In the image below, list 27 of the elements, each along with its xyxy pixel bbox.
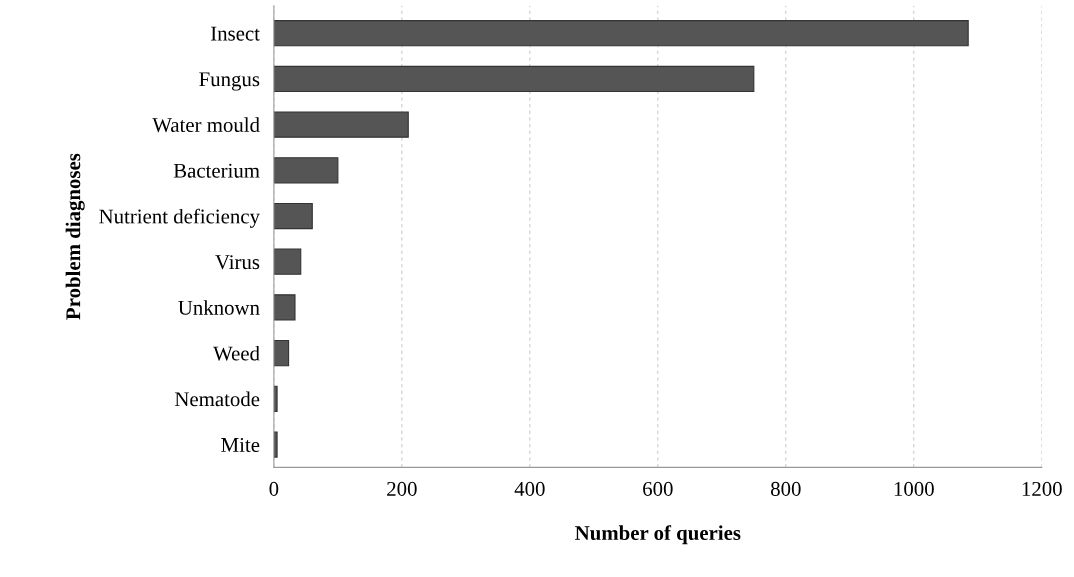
bar: [273, 339, 290, 367]
x-tick-label: 0: [269, 481, 279, 496]
y-tick-label: Unknown: [178, 300, 260, 315]
y-tick-label: Nematode: [174, 391, 260, 407]
x-tick-label: 1000: [894, 481, 934, 496]
x-tick-label: 600: [643, 481, 673, 496]
y-tick-label: Water mould: [152, 117, 260, 133]
x-tick-label: 200: [387, 481, 417, 496]
bar: [273, 20, 969, 47]
y-axis-title: Problem diagnoses: [65, 153, 85, 320]
x-axis-title: Number of queries: [575, 525, 741, 545]
bar: [273, 294, 296, 321]
bar: [273, 202, 313, 230]
bar: [273, 157, 339, 184]
y-tick-label: Virus: [215, 255, 260, 270]
x-tick-label: 400: [514, 481, 545, 496]
x-tick-label: 800: [770, 481, 801, 496]
bar: [273, 248, 302, 275]
bar: [273, 111, 409, 138]
y-tick-label: Fungus: [199, 72, 260, 91]
bar: [273, 65, 755, 93]
x-tick-label: 1200: [1022, 481, 1062, 496]
y-tick-label: Nutrient deficiency: [99, 208, 260, 228]
y-tick-label: Mite: [221, 437, 260, 452]
y-tick-label: Bacterium: [173, 163, 260, 178]
y-tick-label: Weed: [213, 345, 260, 361]
y-tick-label: Insect: [210, 26, 260, 41]
